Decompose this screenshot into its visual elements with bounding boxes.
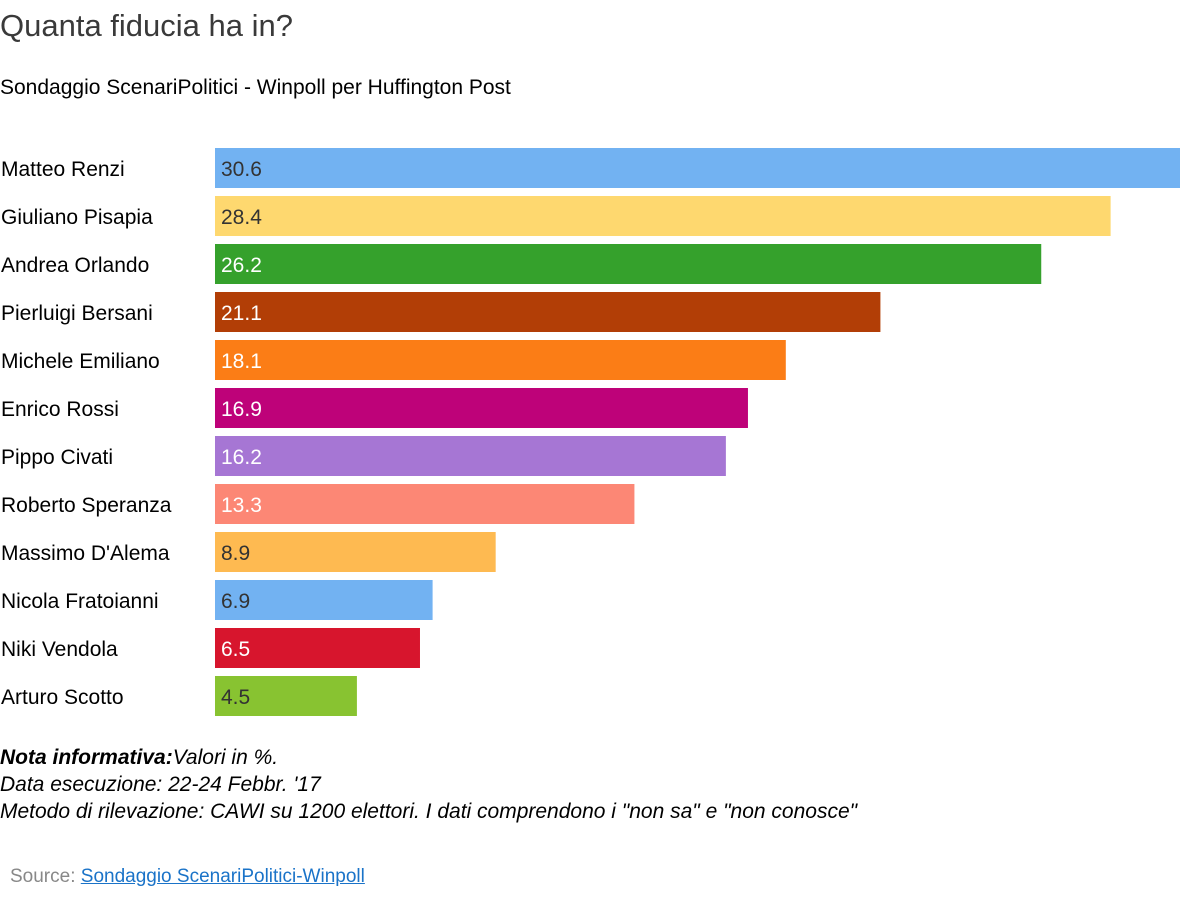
chart-subtitle: Sondaggio ScenariPolitici - Winpoll per … <box>0 76 511 99</box>
bar-giuliano-pisapia <box>215 196 1111 236</box>
note-method: Metodo di rilevazione: CAWI su 1200 elet… <box>0 800 858 823</box>
data-label-matteo-renzi: 30.6 <box>221 158 262 181</box>
category-label-matteo-renzi: Matteo Renzi <box>1 158 125 181</box>
data-label-andrea-orlando: 26.2 <box>221 254 262 277</box>
category-label-enrico-rossi: Enrico Rossi <box>1 398 119 421</box>
data-label-pierluigi-bersani: 21.1 <box>221 302 262 325</box>
category-label-michele-emiliano: Michele Emiliano <box>1 350 160 373</box>
source-link[interactable]: Sondaggio ScenariPolitici-Winpoll <box>80 866 365 887</box>
category-label-niki-vendola: Niki Vendola <box>1 638 118 661</box>
bar-michele-emiliano <box>215 340 786 380</box>
note-values: Valori in %. <box>172 746 279 769</box>
bar-andrea-orlando <box>215 244 1042 284</box>
chart-title: Quanta fiducia ha in? <box>0 8 293 43</box>
note-date: Data esecuzione: 22-24 Febbr. '17 <box>0 773 321 796</box>
data-label-niki-vendola: 6.5 <box>221 638 250 661</box>
data-label-pippo-civati: 16.2 <box>221 446 262 469</box>
category-label-andrea-orlando: Andrea Orlando <box>1 254 149 277</box>
bar-enrico-rossi <box>215 388 748 428</box>
bar-massimo-d-alema <box>215 532 496 572</box>
bar-roberto-speranza <box>215 484 635 524</box>
source-label: Source: <box>10 866 76 887</box>
bar-matteo-renzi <box>215 148 1180 188</box>
data-label-massimo-d-alema: 8.9 <box>221 542 250 565</box>
bar-arturo-scotto <box>215 676 357 716</box>
data-label-roberto-speranza: 13.3 <box>221 494 262 517</box>
category-label-giuliano-pisapia: Giuliano Pisapia <box>1 206 153 229</box>
data-label-michele-emiliano: 18.1 <box>221 350 262 373</box>
data-label-giuliano-pisapia: 28.4 <box>221 206 262 229</box>
bar-niki-vendola <box>215 628 420 668</box>
note-line-values: Nota informativa:Valori in %. <box>0 744 857 771</box>
note-label: Nota informativa: <box>0 746 173 769</box>
data-label-nicola-fratoianni: 6.9 <box>221 590 250 613</box>
category-label-massimo-d-alema: Massimo D'Alema <box>1 542 170 565</box>
bar-chart: Matteo Renzi 30.6 Giuliano Pisapia 28.4 Andr… <box>1 148 1180 716</box>
data-label-arturo-scotto: 4.5 <box>221 686 250 709</box>
source-line: Source: Sondaggio ScenariPolitici-Winpol… <box>10 866 365 888</box>
category-label-pippo-civati: Pippo Civati <box>1 446 113 469</box>
category-label-pierluigi-bersani: Pierluigi Bersani <box>1 302 153 325</box>
notes-block: Nota informativa:Valori in %. Data esecu… <box>0 744 857 825</box>
data-label-enrico-rossi: 16.9 <box>221 398 262 421</box>
category-label-roberto-speranza: Roberto Speranza <box>1 494 172 517</box>
bar-pippo-civati <box>215 436 726 476</box>
category-label-arturo-scotto: Arturo Scotto <box>1 686 124 709</box>
category-label-nicola-fratoianni: Nicola Fratoianni <box>1 590 159 613</box>
bar-pierluigi-bersani <box>215 292 881 332</box>
bar-nicola-fratoianni <box>215 580 433 620</box>
